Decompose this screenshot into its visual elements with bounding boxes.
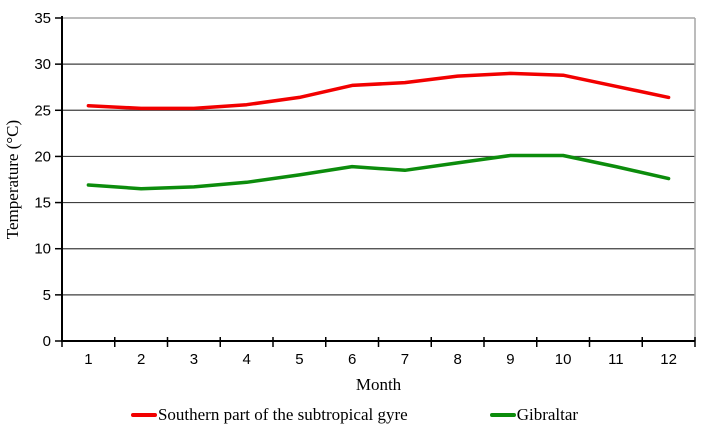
- y-tick-label: 30: [34, 56, 51, 73]
- x-axis-title: Month: [355, 375, 402, 394]
- y-tick-label: 25: [34, 102, 51, 119]
- x-tick-label: 4: [242, 351, 250, 368]
- x-tick-label: 11: [608, 351, 624, 368]
- x-tick-label: 6: [348, 351, 356, 368]
- legend-marker-red-line: [130, 413, 157, 417]
- x-tick-label: 2: [137, 351, 145, 368]
- y-tick-label: 35: [34, 10, 51, 27]
- series-line-0: [86, 71, 671, 111]
- x-tick-label: 7: [401, 351, 409, 368]
- legend-item-subtropical-gyre: Southern part of the subtropical gyre: [130, 404, 408, 426]
- y-tick-label: 15: [34, 195, 51, 212]
- x-tick-label: 1: [84, 351, 92, 368]
- x-tick-label: 8: [453, 351, 461, 368]
- series-line-1: [86, 153, 671, 191]
- legend-marker-green-line: [489, 413, 516, 417]
- x-tick-label: 3: [190, 351, 198, 368]
- legend-label-subtropical-gyre: Southern part of the subtropical gyre: [157, 405, 408, 424]
- y-tick-label: 10: [34, 241, 51, 258]
- x-tick-label: 10: [555, 351, 572, 368]
- y-tick-label: 0: [43, 333, 51, 350]
- y-tick-label: 20: [34, 148, 51, 165]
- y-axis-title: Temperature (°C): [3, 119, 22, 240]
- x-tick-label: 5: [295, 351, 303, 368]
- legend-label-gibraltar: Gibraltar: [516, 405, 579, 424]
- legend: Southern part of the subtropical gyre Gi…: [0, 404, 709, 426]
- x-tick-label: 9: [506, 351, 514, 368]
- legend-item-gibraltar: Gibraltar: [489, 404, 579, 426]
- y-tick-label: 5: [43, 287, 51, 304]
- x-tick-label: 12: [660, 351, 677, 368]
